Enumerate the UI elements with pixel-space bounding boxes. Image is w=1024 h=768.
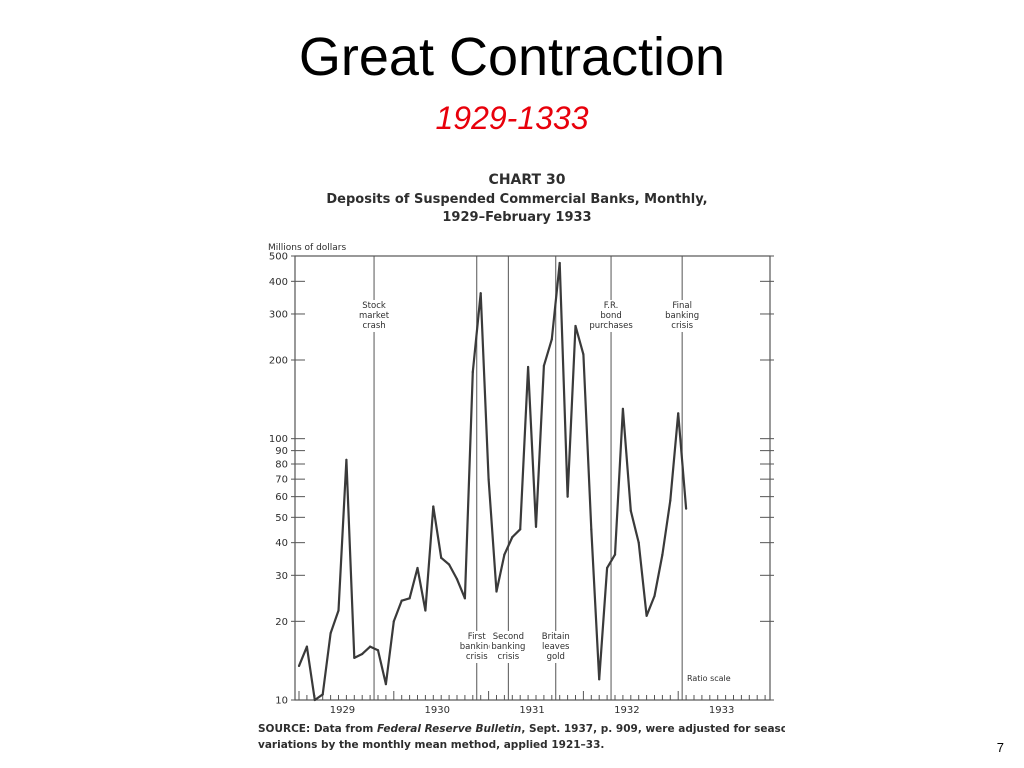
data-point xyxy=(606,566,609,570)
data-point xyxy=(613,553,617,556)
data-point xyxy=(550,338,553,341)
x-year-label: 1929 xyxy=(330,705,355,716)
slide-subtitle: 1929-1333 xyxy=(435,100,589,136)
data-point xyxy=(479,292,482,295)
event-label-background xyxy=(356,300,392,332)
y-axis-label: Millions of dollars xyxy=(268,243,346,253)
x-year-label: 1930 xyxy=(425,705,450,716)
y-tick-label: 70 xyxy=(275,475,288,486)
source-label: SOURCE: xyxy=(258,723,310,735)
x-year-label: 1933 xyxy=(709,705,734,716)
data-point xyxy=(511,536,514,539)
source-note-line-1: SOURCE: Data from Federal Reserve Bullet… xyxy=(258,723,785,735)
data-point xyxy=(337,609,340,612)
event-label: Final banking crisis xyxy=(665,301,699,331)
data-point xyxy=(305,645,308,648)
data-point xyxy=(637,541,640,544)
event-label: Stock market crash xyxy=(359,301,390,331)
event-label-background xyxy=(539,631,573,663)
series-line xyxy=(297,261,688,702)
y-tick-label: 200 xyxy=(269,355,288,366)
data-point xyxy=(653,594,656,598)
y-tick-label: 90 xyxy=(275,446,288,457)
y-tick-label: 100 xyxy=(269,434,288,445)
y-tick-label: 40 xyxy=(275,538,288,549)
data-point xyxy=(432,505,435,508)
y-tick-label: 50 xyxy=(275,513,288,524)
event-label: F.R. bond purchases xyxy=(589,301,633,331)
data-point xyxy=(313,698,316,702)
plot-frame xyxy=(294,255,771,701)
y-tick-label: 20 xyxy=(275,617,288,628)
y-tick-label: 30 xyxy=(275,571,288,582)
x-year-label: 1931 xyxy=(519,705,544,716)
chart-title-line-1: Deposits of Suspended Commercial Banks, … xyxy=(326,192,707,207)
y-tick-label: 500 xyxy=(269,252,288,263)
y-tick-label: 10 xyxy=(275,696,288,707)
data-point xyxy=(495,590,498,593)
x-year-label: 1932 xyxy=(614,705,639,716)
data-point xyxy=(685,507,688,510)
y-tick-label: 400 xyxy=(269,277,288,288)
event-label-background xyxy=(663,300,702,332)
event-label-background xyxy=(587,300,636,332)
y-tick-label: 300 xyxy=(269,309,288,320)
slide-title: Great Contraction xyxy=(298,27,726,87)
data-point xyxy=(384,683,387,686)
data-point xyxy=(487,478,490,481)
data-point xyxy=(534,525,538,528)
event-label-background xyxy=(489,631,528,663)
data-point xyxy=(440,556,443,559)
data-point xyxy=(503,553,506,556)
data-point xyxy=(408,597,411,600)
data-point xyxy=(361,652,364,656)
data-point xyxy=(369,645,372,648)
data-point xyxy=(297,664,301,668)
page-number: 7 xyxy=(996,740,1004,755)
data-point xyxy=(661,553,664,556)
data-point xyxy=(566,495,569,498)
data-point xyxy=(329,632,332,635)
chart-title-line-2: 1929–February 1933 xyxy=(442,210,591,225)
source-note-line-2: variations by the monthly mean method, a… xyxy=(258,739,604,751)
data-point xyxy=(645,614,648,617)
data-point xyxy=(598,678,601,681)
data-point xyxy=(424,609,427,612)
data-point xyxy=(463,597,466,600)
data-point xyxy=(471,370,474,374)
event-label: Britain leaves gold xyxy=(542,632,570,662)
data-point xyxy=(392,620,395,623)
data-point xyxy=(677,412,680,415)
data-point xyxy=(582,353,585,356)
event-label: Second banking crisis xyxy=(491,632,525,662)
data-point xyxy=(542,364,545,367)
data-point xyxy=(448,563,451,566)
data-point xyxy=(353,656,356,659)
y-tick-label: 80 xyxy=(275,459,288,470)
data-point xyxy=(574,324,577,328)
data-point xyxy=(345,458,348,461)
data-point xyxy=(321,693,324,696)
source-text-after: , Sept. 1937, p. 909, were adjusted for … xyxy=(521,723,785,735)
chart-scan: CHART 30 Deposits of Suspended Commercia… xyxy=(255,160,785,752)
event-label: First banking crisis xyxy=(460,632,494,662)
data-point xyxy=(590,528,593,531)
data-point xyxy=(629,509,632,512)
data-point xyxy=(527,365,530,369)
data-point xyxy=(416,566,419,570)
data-point xyxy=(519,528,522,531)
source-publication: Federal Reserve Bulletin xyxy=(377,723,521,735)
scale-note: Ratio scale xyxy=(687,674,731,683)
data-point xyxy=(376,649,380,652)
data-point xyxy=(400,599,403,602)
data-point xyxy=(669,499,672,502)
chart-figure: CHART 30 Deposits of Suspended Commercia… xyxy=(258,172,785,751)
data-point xyxy=(558,261,561,265)
y-tick-label: 60 xyxy=(275,492,288,503)
source-text-before: Data from xyxy=(310,723,377,735)
data-point xyxy=(621,407,624,410)
data-point xyxy=(455,578,459,581)
chart-number-label: CHART 30 xyxy=(489,172,566,188)
